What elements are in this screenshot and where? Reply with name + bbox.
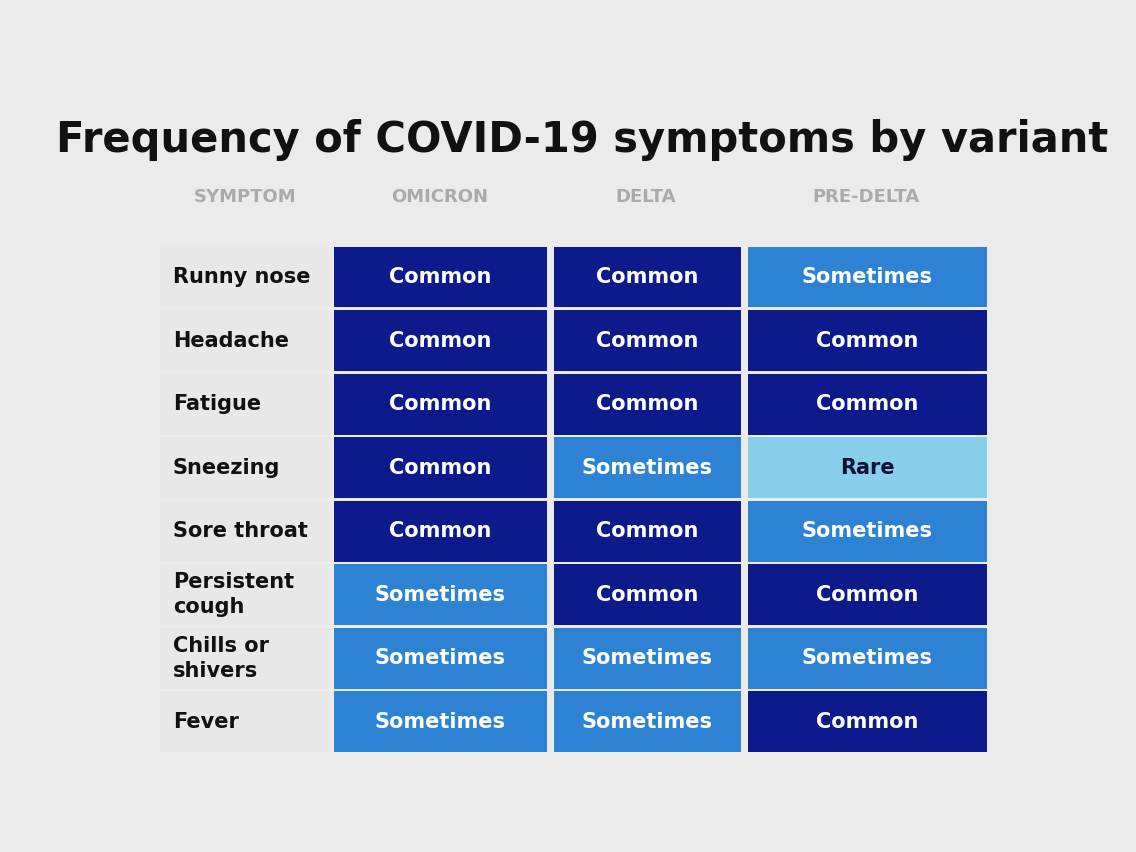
Text: Persistent
cough: Persistent cough [173, 573, 294, 617]
Text: Sometimes: Sometimes [375, 712, 506, 732]
FancyBboxPatch shape [747, 374, 987, 435]
Text: Fever: Fever [173, 712, 239, 732]
Text: DELTA: DELTA [616, 188, 676, 206]
FancyBboxPatch shape [554, 310, 741, 371]
Text: Common: Common [390, 458, 492, 478]
Text: Sore throat: Sore throat [173, 521, 308, 541]
FancyBboxPatch shape [554, 501, 741, 561]
Text: SYMPTOM: SYMPTOM [194, 188, 296, 206]
Text: Sometimes: Sometimes [802, 521, 933, 541]
FancyBboxPatch shape [747, 246, 987, 308]
Text: Common: Common [596, 331, 699, 350]
FancyBboxPatch shape [334, 628, 546, 688]
FancyBboxPatch shape [747, 692, 987, 752]
Text: OMICRON: OMICRON [391, 188, 487, 206]
Text: Common: Common [390, 331, 492, 350]
Text: Common: Common [596, 394, 699, 414]
FancyBboxPatch shape [159, 564, 332, 625]
FancyBboxPatch shape [747, 437, 987, 498]
Text: Sometimes: Sometimes [375, 584, 506, 605]
Text: Rare: Rare [841, 458, 895, 478]
FancyBboxPatch shape [159, 628, 332, 688]
Text: Sometimes: Sometimes [802, 267, 933, 287]
FancyBboxPatch shape [159, 437, 332, 498]
Text: Common: Common [817, 712, 919, 732]
FancyBboxPatch shape [334, 246, 546, 308]
Text: Chills or
shivers: Chills or shivers [173, 636, 269, 681]
FancyBboxPatch shape [334, 564, 546, 625]
FancyBboxPatch shape [554, 628, 741, 688]
FancyBboxPatch shape [334, 310, 546, 371]
Text: Sometimes: Sometimes [582, 648, 713, 668]
FancyBboxPatch shape [554, 246, 741, 308]
Text: Sometimes: Sometimes [375, 648, 506, 668]
FancyBboxPatch shape [334, 501, 546, 561]
FancyBboxPatch shape [554, 692, 741, 752]
FancyBboxPatch shape [747, 628, 987, 688]
FancyBboxPatch shape [159, 501, 332, 561]
Text: Headache: Headache [173, 331, 289, 350]
Text: Common: Common [817, 584, 919, 605]
Text: Common: Common [596, 521, 699, 541]
Text: Runny nose: Runny nose [173, 267, 310, 287]
Text: Common: Common [817, 331, 919, 350]
Text: Common: Common [817, 394, 919, 414]
Text: Sometimes: Sometimes [802, 648, 933, 668]
Text: Common: Common [596, 267, 699, 287]
Text: PRE-DELTA: PRE-DELTA [812, 188, 920, 206]
Text: Common: Common [390, 394, 492, 414]
FancyBboxPatch shape [747, 501, 987, 561]
FancyBboxPatch shape [159, 310, 332, 371]
Text: Sometimes: Sometimes [582, 458, 713, 478]
Text: Fatigue: Fatigue [173, 394, 261, 414]
FancyBboxPatch shape [159, 374, 332, 435]
FancyBboxPatch shape [334, 374, 546, 435]
FancyBboxPatch shape [747, 310, 987, 371]
FancyBboxPatch shape [159, 692, 332, 752]
FancyBboxPatch shape [554, 437, 741, 498]
Text: Common: Common [390, 267, 492, 287]
FancyBboxPatch shape [747, 564, 987, 625]
Text: Sneezing: Sneezing [173, 458, 281, 478]
FancyBboxPatch shape [159, 246, 332, 308]
Text: Common: Common [390, 521, 492, 541]
FancyBboxPatch shape [334, 437, 546, 498]
FancyBboxPatch shape [554, 564, 741, 625]
FancyBboxPatch shape [334, 692, 546, 752]
FancyBboxPatch shape [554, 374, 741, 435]
Text: Frequency of COVID-19 symptoms by variant: Frequency of COVID-19 symptoms by varian… [56, 118, 1109, 161]
Text: Sometimes: Sometimes [582, 712, 713, 732]
Text: Common: Common [596, 584, 699, 605]
